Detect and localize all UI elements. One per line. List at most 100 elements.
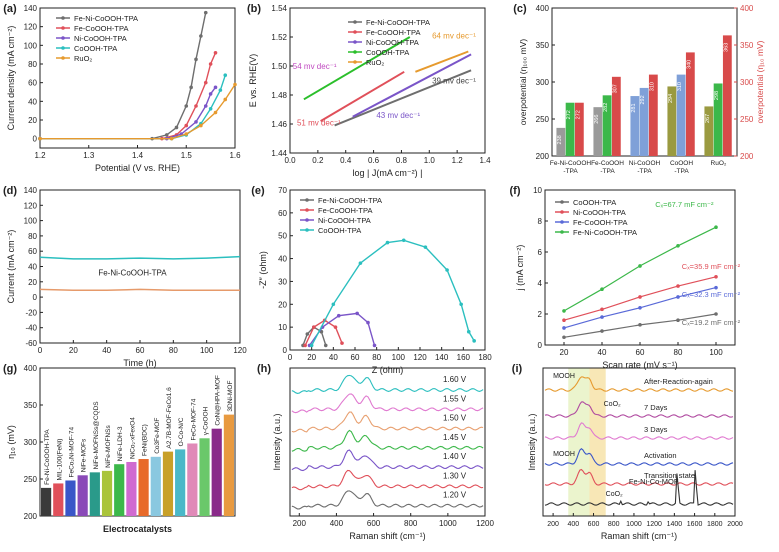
bar-value-label: 340 bbox=[686, 60, 692, 69]
bar-value-label: 266 bbox=[594, 115, 600, 124]
x-tick-label: 0.6 bbox=[368, 156, 380, 165]
data-point bbox=[676, 284, 680, 288]
y-tick-label: 200 bbox=[536, 152, 550, 161]
x-tick-label: 2000 bbox=[727, 521, 743, 528]
y-tick-label: 1.52 bbox=[271, 33, 287, 42]
series-line bbox=[39, 255, 241, 260]
series-line bbox=[352, 53, 472, 118]
bar bbox=[138, 459, 149, 516]
legend-b-marker bbox=[353, 50, 357, 54]
x-tick-label: 1.0 bbox=[424, 156, 436, 165]
bar-value-label: 267 bbox=[705, 114, 711, 123]
raman-trace bbox=[291, 374, 484, 394]
trace-label: Transition state bbox=[644, 471, 695, 480]
tafel-slope-label: 43 mv dec⁻¹ bbox=[376, 111, 420, 120]
raman-trace bbox=[291, 490, 484, 510]
x-tick-label: 0.8 bbox=[396, 156, 408, 165]
bar bbox=[65, 480, 76, 516]
series-point bbox=[203, 10, 208, 15]
x-category-label: -TPA bbox=[563, 168, 578, 175]
y-tick-label: 140 bbox=[24, 186, 38, 195]
series-line bbox=[334, 69, 472, 127]
x-category-label: RuO₂ bbox=[711, 160, 727, 167]
data-point bbox=[676, 318, 680, 323]
capacitance-label: Cₓ=35.9 mF cm⁻² bbox=[682, 262, 741, 271]
plot-frame bbox=[39, 7, 236, 149]
series-line bbox=[415, 50, 469, 73]
x-tick-label: 120 bbox=[413, 353, 427, 362]
bar-value-label: 310 bbox=[677, 82, 683, 91]
bar-category-label: FeCo-MOF-74 bbox=[190, 398, 197, 440]
trace-label: 1.40 V bbox=[443, 452, 467, 461]
bar bbox=[150, 456, 161, 516]
data-point bbox=[714, 225, 718, 229]
series-point bbox=[194, 104, 198, 108]
x-tick-label: 0.2 bbox=[312, 156, 324, 165]
legend-b-label: CoOOH-TPA bbox=[366, 48, 409, 57]
series-point bbox=[184, 123, 189, 128]
series-point bbox=[208, 92, 213, 96]
x-axis-label: Raman shift (cm⁻¹) bbox=[349, 531, 425, 541]
y-axis-label: j (mA cm⁻²) bbox=[515, 245, 525, 292]
bar bbox=[175, 449, 186, 516]
data-point bbox=[600, 287, 604, 292]
bar-category-label: MIL-100(FeNi) bbox=[56, 439, 63, 481]
y-tick-label: 100 bbox=[24, 41, 38, 50]
legend-e-marker bbox=[305, 218, 309, 222]
y-tick-label: 50 bbox=[278, 232, 287, 241]
x-tick-label: 180 bbox=[478, 353, 492, 362]
series-point bbox=[194, 57, 198, 62]
y-tick-label: 40 bbox=[278, 255, 287, 264]
bar bbox=[685, 52, 695, 156]
bar bbox=[187, 443, 198, 516]
y-tick-label: 200 bbox=[24, 512, 38, 521]
y-tick-label: 10 bbox=[533, 186, 542, 195]
x-tick-label: 1.4 bbox=[132, 151, 144, 160]
bar bbox=[211, 428, 222, 516]
series-point bbox=[164, 133, 169, 137]
panel-label: (h) bbox=[257, 363, 271, 375]
x-tick-label: 1.6 bbox=[229, 151, 241, 160]
bar-value-label: 307 bbox=[612, 84, 618, 93]
raman-trace bbox=[291, 449, 484, 472]
legend-f-label: Ni-CoOOH-TPA bbox=[573, 208, 626, 217]
x-tick-label: 1200 bbox=[646, 521, 662, 528]
legend-a-label: CoOOH-TPA bbox=[74, 44, 117, 53]
x-tick-label: 80 bbox=[674, 348, 683, 357]
tafel-slope-label: 39 mv dec⁻¹ bbox=[432, 76, 476, 85]
bar-value-label: 298 bbox=[714, 91, 720, 100]
x-tick-label: 60 bbox=[636, 348, 645, 357]
capacitance-label: Cₓ=32.3 mF cm⁻² bbox=[682, 290, 741, 299]
legend-a-label: Ni-CoOOH-TPA bbox=[74, 34, 127, 43]
legend-a-marker bbox=[61, 26, 65, 30]
panel-label: (e) bbox=[251, 185, 265, 197]
x-tick-label: 100 bbox=[392, 353, 406, 362]
data-point bbox=[638, 264, 642, 268]
series-point bbox=[184, 104, 189, 108]
peak-annotation: CoO₂ bbox=[606, 491, 623, 498]
data-point bbox=[562, 309, 566, 313]
y-tick-label: 0 bbox=[283, 346, 288, 355]
bar-value-label: 282 bbox=[603, 103, 609, 112]
legend-f-label: CoOOH-TPA bbox=[573, 198, 616, 207]
bar bbox=[556, 127, 566, 156]
bar bbox=[630, 96, 640, 156]
y-tick-label: 70 bbox=[278, 186, 287, 195]
legend-f-marker bbox=[560, 230, 564, 234]
bar bbox=[77, 475, 88, 516]
y-tick-label: -20 bbox=[25, 308, 37, 317]
raman-trace bbox=[544, 401, 734, 418]
x-tick-label: 1.5 bbox=[181, 151, 193, 160]
y2-tick-label: 350 bbox=[740, 41, 754, 50]
trace-label: 1.45 V bbox=[443, 433, 467, 442]
legend-e-label: CoOOH-TPA bbox=[318, 226, 361, 235]
bar bbox=[667, 86, 677, 156]
series-line bbox=[303, 36, 411, 101]
series-point bbox=[333, 325, 338, 329]
series-point bbox=[466, 329, 471, 334]
y-tick-label: 1.50 bbox=[271, 62, 287, 71]
y2-tick-label: 200 bbox=[740, 152, 754, 161]
legend-a-marker bbox=[61, 36, 65, 40]
x-tick-label: 100 bbox=[709, 348, 723, 357]
